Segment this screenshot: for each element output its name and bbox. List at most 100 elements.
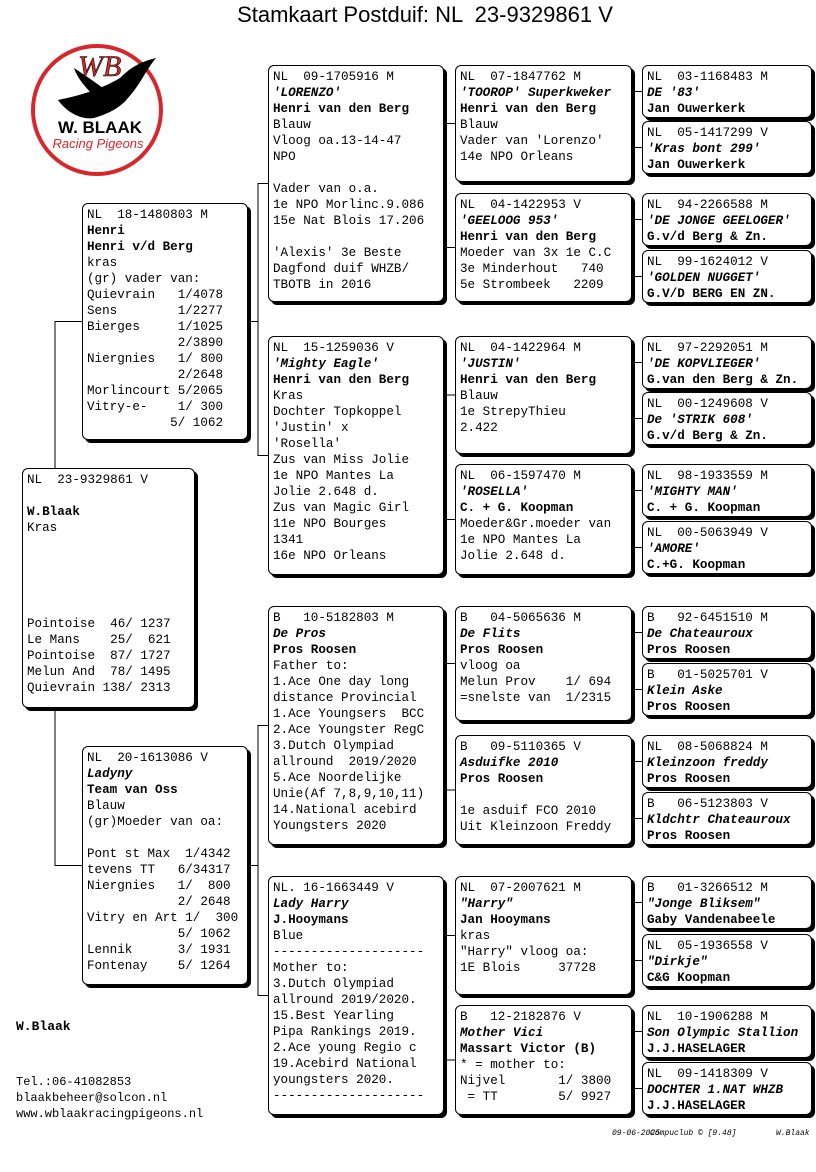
box-line: Vitry-e- 1/ 300 [87, 400, 224, 414]
box-line: =snelste van 1/2315 [460, 691, 612, 705]
box-line: 2/2648 [87, 368, 224, 382]
pedigree-box: NL 07-1847762 M 'TOOROP' Superkweker Henri… [455, 65, 632, 182]
connector [444, 663, 455, 791]
box-line: 1.Ace Youngsers BCC [273, 707, 425, 721]
box-line: kras [460, 929, 491, 943]
box-line: 'LORENZO' [273, 86, 342, 100]
box-line: 2.422 [460, 421, 498, 435]
box-line: G.V/D BERG EN ZN. [647, 287, 776, 301]
box-line: Pros Roosen [647, 700, 731, 714]
footer-date: 09-06-2025 [612, 1129, 661, 1138]
box-line: NL 20-1613086 V [87, 751, 208, 765]
box-line: Pros Roosen [460, 772, 544, 786]
connector [631, 902, 642, 961]
box-line: B 04-5065636 M [460, 611, 581, 625]
pedigree-box: NL 98-1933559 M 'MIGHTY MAN' C. + G. Koopm… [642, 464, 812, 517]
box-line: Uit Kleinzoon Freddy [460, 820, 612, 834]
box-line: Morlincourt 5/2065 [87, 384, 224, 398]
pedigree-box: NL 09-1705916 M 'LORENZO' Henri van den Be… [268, 65, 444, 302]
box-line: 'TOOROP' Superkweker [460, 86, 612, 100]
connector [631, 1031, 642, 1089]
connector [444, 123, 455, 248]
box-line: Henri van den Berg [460, 102, 597, 116]
box-line: Moeder van 3x 1e C.C [460, 246, 612, 260]
connector [257, 183, 268, 456]
box-line: Son Olympic Stallion [647, 1026, 799, 1040]
box-line: 5/ 1062 [87, 927, 231, 941]
logo-wing [74, 68, 108, 100]
box-line: C.+G. Koopman [647, 558, 746, 572]
box-line: DOCHTER 1.NAT WHZB [647, 1083, 784, 1097]
pedigree-box: B 04-5065636 M De Flits Pros Roosen vloog o… [455, 606, 632, 721]
box-line: Mother to: [273, 961, 349, 975]
box-line: Kleinzoon freddy [647, 756, 768, 770]
box-line: NL 00-1249608 V [647, 397, 768, 411]
box-line: NL 99-1624012 V [647, 255, 768, 269]
box-line: Jolie 2.648 d. [273, 485, 379, 499]
box-line: Henri [87, 224, 125, 238]
box-line: C. + G. Koopman [460, 501, 574, 515]
box-line: Klein Aske [647, 684, 723, 698]
connector [444, 394, 455, 520]
pedigree-box: NL 05-1936558 V "Dirkje" C&G Koopman [642, 934, 812, 987]
box-line: NL 00-5063949 V [647, 526, 768, 540]
box-line: Henri van den Berg [273, 373, 410, 387]
box-line: (gr) vader van: [87, 272, 201, 286]
box-line: = TT 5/ 9927 [460, 1090, 612, 1104]
box-line: De Pros [273, 627, 326, 641]
box-line: 1e NPO Morlinc.9.086 [273, 198, 425, 212]
box-line: Zus van Magic Girl [273, 501, 410, 515]
box-line: Quievrain 1/4078 [87, 288, 224, 302]
box-line: 1e asduif FCO 2010 [460, 804, 597, 818]
box-line: B 10-5182803 M [273, 611, 394, 625]
box-line: 14e NPO Orleans [460, 150, 574, 164]
box-line: NL 03-1168483 M [647, 70, 768, 84]
pedigree-box: B 10-5182803 M De Pros Pros Roosen Father t… [268, 606, 444, 845]
box-line: W.Blaak [27, 505, 80, 519]
box-line: Kldchtr Chateauroux [647, 813, 791, 827]
box-line: NL 18-1480803 M [87, 208, 208, 222]
logo: WB W. BLAAK Racing Pigeons [31, 44, 163, 176]
box-line: Dochter Topkoppel [273, 405, 402, 419]
pedigree-box: NL 03-1168483 M DE '83' Jan Ouwerkerk [642, 65, 812, 118]
box-line: NL 97-2292051 M [647, 341, 768, 355]
pedigree-box: NL 00-5063949 V 'AMORE' C.+G. Koopman [642, 521, 812, 574]
box-line: Melun And 78/ 1495 [27, 665, 171, 679]
box-line: 15.Best Yearling [273, 1009, 394, 1023]
box-line: J.Hooymans [273, 913, 349, 927]
box-line: 5/ 1062 [87, 416, 224, 430]
pedigree-box: NL 09-1418309 V DOCHTER 1.NAT WHZB J.J.HAS… [642, 1062, 812, 1115]
box-line: Kras [273, 389, 304, 403]
box-line: 'MIGHTY MAN' [647, 485, 738, 499]
pedigree-box: NL 18-1480803 M Henri Henri v/d Berg kras (g… [82, 203, 248, 440]
box-line: * = mother to: [460, 1058, 566, 1072]
box-line: 5.Ace Noordelijke [273, 771, 402, 785]
connector [257, 725, 268, 996]
box-line: Bierges 1/1025 [87, 320, 224, 334]
pedigree-box: B 01-5025701 V Klein Aske Pros Roosen [642, 663, 812, 716]
footer-software: Compuclub © [9.48] [650, 1129, 737, 1138]
box-line: Sens 1/2277 [87, 304, 224, 318]
box-line: Vader van 'Lorenzo' [460, 134, 604, 148]
box-line: Niergnies 1/ 800 [87, 879, 231, 893]
box-line: NL 15-1259036 V [273, 341, 394, 355]
box-line: "Harry" vloog oa: [460, 945, 589, 959]
pedigree-box: NL 20-1613086 V Ladyny Team van Oss Blauw (g… [82, 746, 248, 985]
connector [631, 490, 642, 548]
box-line: G.v/d Berg & Zn. [647, 429, 768, 443]
box-line: 'AMORE' [647, 542, 700, 556]
connector [631, 632, 642, 690]
pedigree-box: NL 00-1249608 V De 'STRIK 608' G.v/d Berg … [642, 392, 812, 445]
pedigree-box: NL 07-2007621 M "Harry" Jan Hooymans kras "H… [455, 876, 632, 995]
connector [631, 91, 642, 148]
box-line: Jan Hooymans [460, 913, 551, 927]
box-line: Henri van den Berg [460, 373, 597, 387]
box-line: 1e StrepyThieu [460, 405, 566, 419]
box-line: Pointoise 87/ 1727 [27, 649, 171, 663]
box-line: Pipa Rankings 2019. [273, 1025, 417, 1039]
box-line: 5e Strombeek 2209 [460, 278, 604, 292]
pedigree-box: B 06-5123803 V Kldchtr Chateauroux Pros Ro… [642, 792, 812, 845]
box-line: NL 23-9329861 V [27, 473, 148, 487]
